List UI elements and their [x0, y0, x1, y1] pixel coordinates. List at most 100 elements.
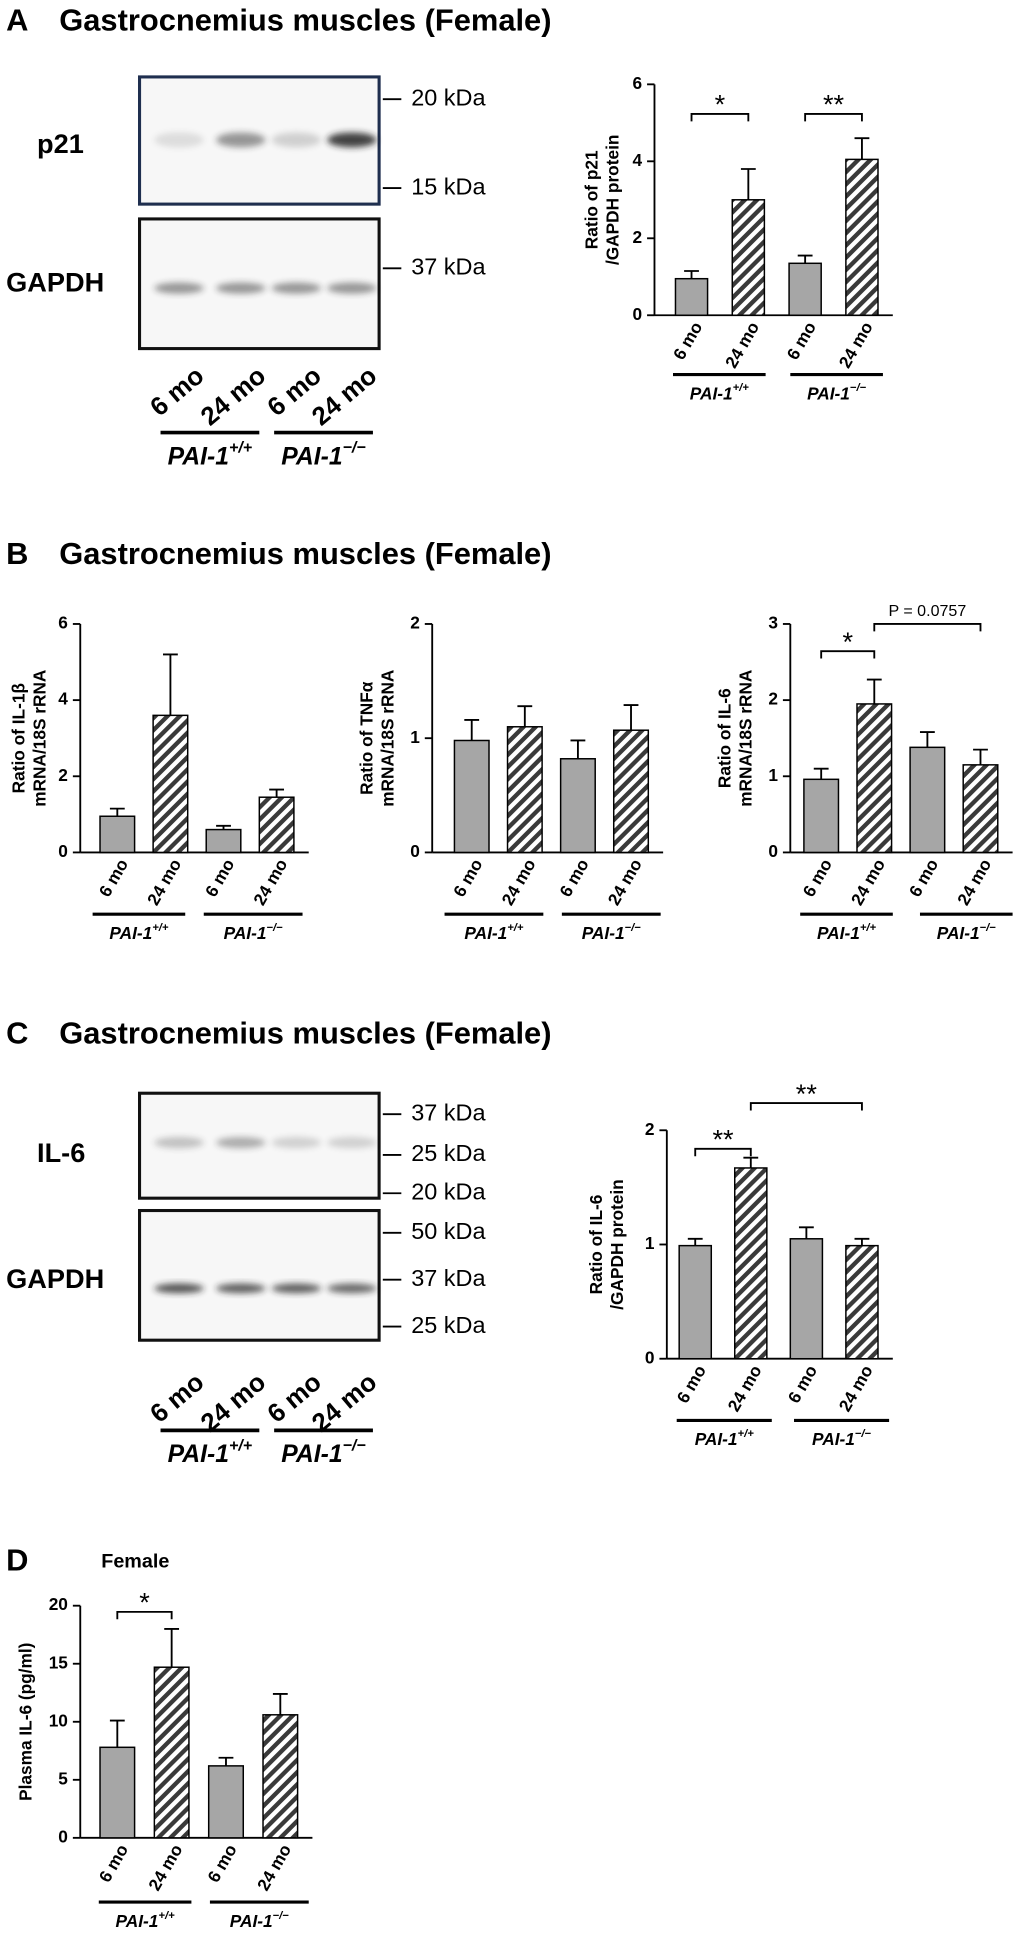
blot-band	[271, 282, 322, 294]
bar	[99, 1746, 136, 1839]
marker-label: 20 kDa	[411, 84, 486, 110]
error-bar	[272, 1692, 288, 1715]
y-tick-label: 0	[645, 1347, 655, 1367]
x-tick-label: 6 mo	[449, 855, 486, 900]
group-name: PAI-1	[690, 383, 733, 403]
error-bar	[743, 1156, 759, 1168]
y-tick-label: 6	[633, 73, 643, 93]
y-tick-label: 0	[58, 841, 68, 861]
x-tick-label: 24 mo	[834, 318, 876, 371]
group-name: PAI-1	[224, 922, 267, 942]
error-bar	[164, 1627, 180, 1668]
y-tick-label: 20	[49, 1594, 68, 1614]
y-tick-label: 2	[645, 1119, 655, 1139]
group-name: PAI-1	[116, 1910, 159, 1930]
y-axis-label: mRNA/18S rRNA	[378, 669, 398, 807]
blot-band	[271, 1137, 322, 1149]
significance-bracket	[804, 113, 863, 122]
panel-letter: C	[6, 1015, 28, 1050]
group-sup: +/+	[860, 922, 877, 934]
error-bar	[517, 705, 533, 727]
blot-band	[216, 1283, 266, 1294]
marker-label: 37 kDa	[411, 1099, 486, 1125]
group-label: PAI-1−/−	[937, 922, 997, 943]
y-tick-label: 0	[58, 1826, 68, 1846]
y-tick-label: 1	[410, 727, 420, 747]
significance-label: **	[712, 1124, 734, 1155]
error-bar	[109, 1719, 125, 1748]
group-name: PAI-1	[695, 1429, 738, 1449]
blot-band	[271, 1283, 322, 1294]
y-axis-label: Plasma IL-6 (pg/ml)	[16, 1643, 36, 1801]
group-sup: −/−	[343, 439, 367, 457]
blot-frame	[137, 1208, 381, 1342]
group-sup: −/−	[980, 922, 997, 934]
bar	[152, 714, 189, 854]
group-sup: −/−	[850, 382, 867, 394]
group-sup: +/+	[733, 382, 750, 394]
x-tick-label: 24 mo	[834, 1362, 876, 1415]
y-tick-label: 1	[768, 765, 778, 785]
error-bar	[813, 767, 829, 780]
bar	[845, 1244, 879, 1360]
group-name: PAI-1	[168, 1441, 229, 1468]
error-bar	[854, 137, 870, 160]
blot-label: GAPDH	[6, 267, 104, 298]
error-bar	[687, 1237, 703, 1246]
marker-label: 25 kDa	[411, 1140, 486, 1166]
marker-label: 15 kDa	[411, 173, 486, 199]
significance-bracket	[820, 650, 876, 659]
bar	[962, 764, 999, 854]
group-label: PAI-1+/+	[817, 922, 877, 943]
group-label: PAI-1−/−	[224, 922, 284, 943]
lane-label: 24 mo	[307, 1368, 382, 1438]
bar	[856, 703, 893, 854]
x-tick-label: 6 mo	[784, 1362, 821, 1407]
y-axis-label: Ratio of p21	[581, 150, 601, 249]
group-label: PAI-1+/+	[695, 1428, 755, 1449]
error-bar	[216, 824, 231, 830]
marker-label: 37 kDa	[411, 1265, 486, 1291]
y-axis-label: Ratio of IL-6	[715, 688, 735, 788]
group-sup: −/−	[855, 1428, 872, 1440]
panel-letter: D	[6, 1543, 28, 1578]
bar	[734, 1167, 768, 1360]
significance-bracket	[749, 1102, 863, 1111]
y-axis-label: Ratio of IL-6	[586, 1195, 606, 1295]
y-tick-label: 4	[58, 689, 68, 709]
x-tick-label: 24 mo	[144, 1841, 186, 1894]
marker-label: 50 kDa	[411, 1218, 486, 1244]
y-tick-label: 2	[58, 765, 68, 785]
x-tick-label: 6 mo	[95, 1841, 132, 1886]
blot-band	[271, 132, 322, 148]
y-axis-label: mRNA/18S rRNA	[736, 669, 756, 807]
bar	[678, 1244, 713, 1360]
x-tick-label: 6 mo	[799, 855, 836, 900]
y-tick-label: 0	[768, 841, 778, 861]
blot-band	[216, 1137, 266, 1149]
y-axis-label: /GAPDH protein	[607, 1179, 627, 1309]
group-label: PAI-1−/−	[807, 382, 867, 403]
y-axis-label: Ratio of IL-1β	[8, 683, 28, 793]
bar	[207, 1765, 245, 1839]
group-sup: +/+	[158, 1910, 175, 1922]
blot-band	[216, 132, 266, 148]
group-label: PAI-1−/−	[281, 1437, 366, 1468]
group-name: PAI-1	[109, 922, 152, 942]
y-axis-label: /GAPDH protein	[602, 135, 622, 265]
bar	[258, 796, 295, 854]
group-name: PAI-1	[582, 922, 625, 942]
bar	[845, 158, 879, 316]
significance-bracket	[116, 1610, 173, 1620]
error-bar	[163, 653, 178, 716]
group-name: PAI-1	[168, 443, 229, 470]
blot-band	[154, 132, 204, 148]
x-tick-label: 6 mo	[201, 855, 238, 900]
significance-bracket	[690, 113, 750, 122]
y-tick-label: 0	[633, 304, 643, 324]
y-tick-label: 15	[49, 1652, 69, 1672]
bar	[788, 262, 822, 316]
group-name: PAI-1	[937, 922, 980, 942]
lane-label: 24 mo	[307, 362, 382, 432]
